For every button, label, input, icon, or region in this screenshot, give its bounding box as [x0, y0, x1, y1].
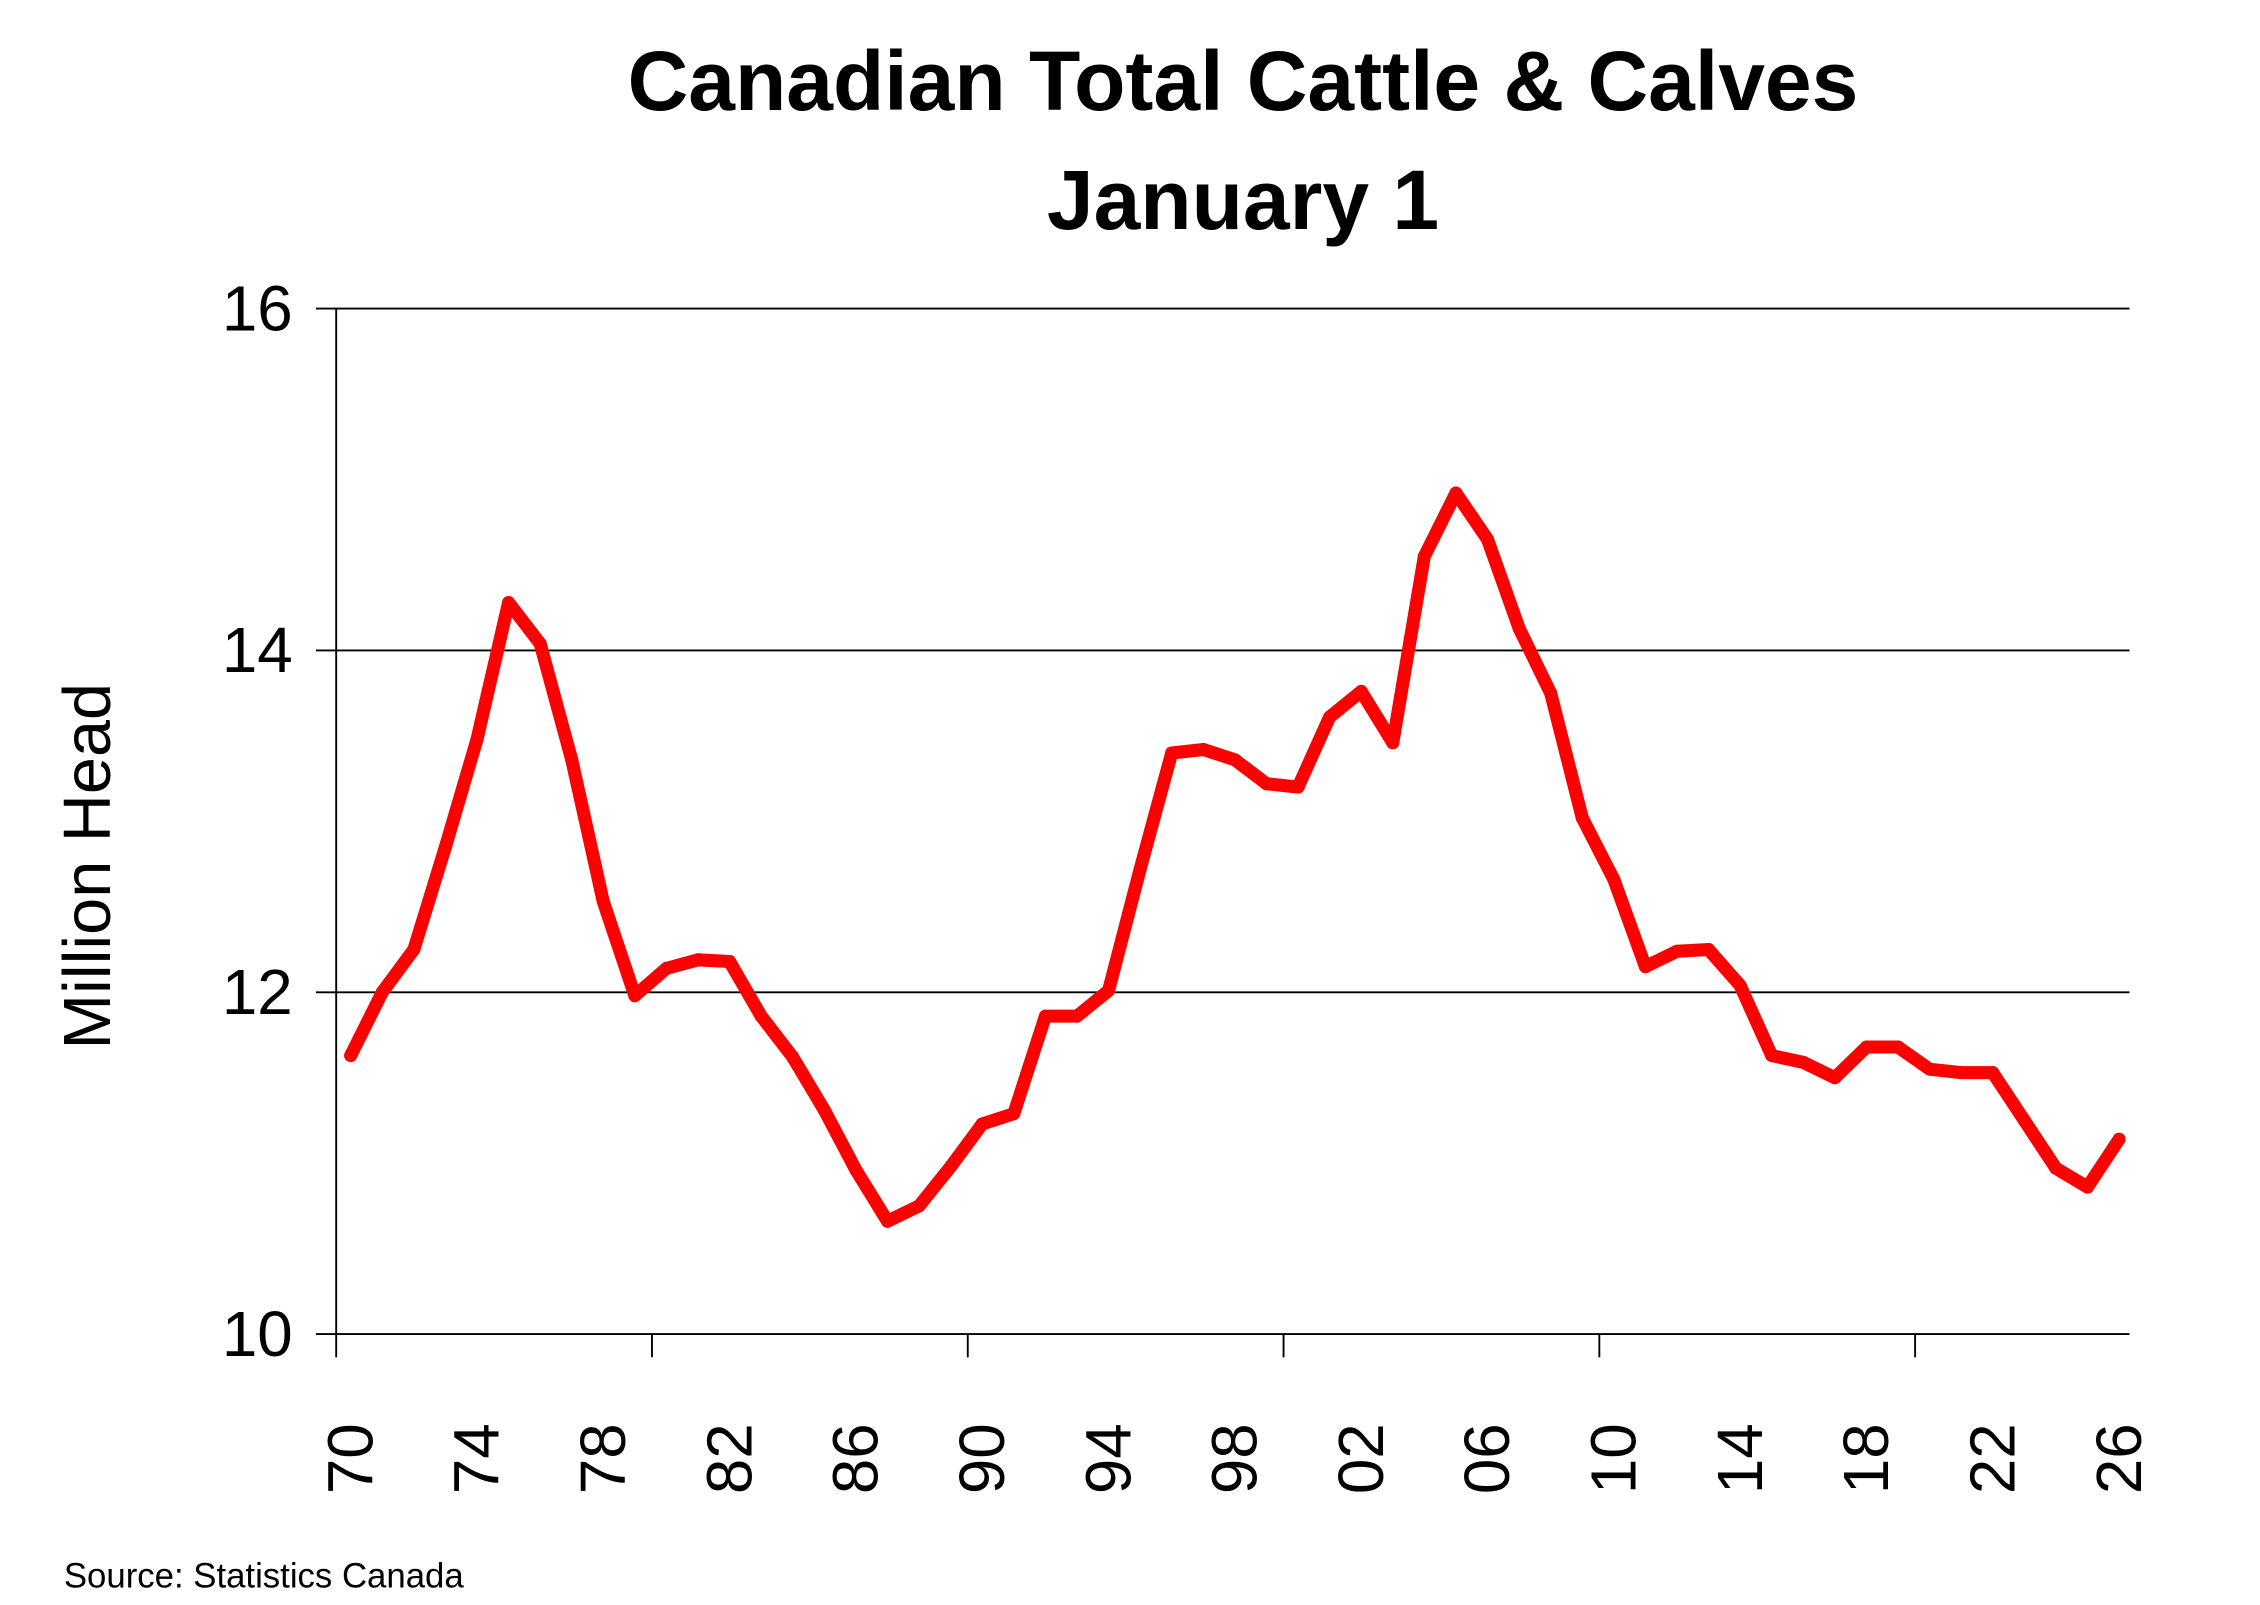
data-point-1982 — [723, 954, 737, 969]
data-point-1996 — [1165, 746, 1179, 760]
x-tick-label: 86 — [820, 1423, 892, 1494]
data-point-1999 — [1259, 777, 1273, 791]
x-tick-label: 98 — [1199, 1423, 1271, 1494]
data-point-2001 — [1323, 710, 1337, 724]
data-point-2021 — [1954, 1066, 1968, 1080]
data-point-2010 — [1607, 872, 1621, 886]
data-point-2022 — [1986, 1066, 2000, 1080]
data-point-1985 — [817, 1103, 831, 1117]
data-point-1980 — [659, 961, 673, 975]
data-point-1979 — [628, 989, 642, 1003]
x-tick-label: 02 — [1325, 1423, 1397, 1494]
x-tick-label: 74 — [441, 1423, 513, 1494]
data-point-1975 — [502, 596, 516, 610]
y-tick-label: 12 — [222, 956, 293, 1028]
y-tick-label: 14 — [222, 614, 293, 686]
data-point-2025 — [2080, 1180, 2095, 1194]
y-tick-label: 10 — [222, 1298, 293, 1370]
y-axis-label: Million Head — [51, 683, 125, 1050]
data-point-2015 — [1765, 1048, 1779, 1063]
x-tick-label: 10 — [1578, 1423, 1650, 1494]
series-line-total-cattle — [344, 486, 2126, 1228]
data-point-2009 — [1575, 811, 1589, 825]
data-point-1993 — [1070, 1009, 1084, 1023]
data-point-1997 — [1196, 743, 1210, 757]
data-point-2011 — [1638, 960, 1652, 974]
data-point-2018 — [1859, 1040, 1873, 1054]
data-point-2007 — [1512, 621, 1526, 635]
data-point-1973 — [438, 840, 452, 854]
data-point-1998 — [1228, 753, 1242, 767]
x-tick-label: 94 — [1072, 1423, 1144, 1494]
y-tick-label: 16 — [222, 272, 293, 344]
x-tick-label: 14 — [1704, 1423, 1776, 1494]
data-point-1977 — [565, 753, 579, 767]
data-point-1990 — [975, 1117, 989, 1131]
data-point-2019 — [1891, 1040, 1905, 1054]
x-tick-label: 18 — [1830, 1423, 1902, 1494]
data-point-1989 — [944, 1160, 958, 1174]
data-point-1984 — [786, 1050, 800, 1064]
data-point-1987 — [880, 1214, 895, 1228]
data-point-1974 — [470, 732, 484, 746]
data-point-2005 — [1449, 486, 1463, 500]
data-point-2012 — [1670, 944, 1684, 958]
data-point-2003 — [1386, 736, 1400, 750]
data-point-2004 — [1417, 549, 1431, 563]
x-tick-label: 06 — [1451, 1423, 1523, 1494]
data-point-1976 — [533, 637, 547, 651]
data-point-1970 — [344, 1048, 358, 1063]
x-tick-label: 78 — [567, 1423, 639, 1494]
data-point-1988 — [912, 1199, 926, 1213]
data-point-2006 — [1480, 532, 1495, 546]
data-point-1971 — [375, 985, 389, 999]
data-point-2017 — [1828, 1071, 1842, 1085]
chart-subtitle: January 1 — [1047, 153, 1439, 247]
data-point-2023 — [2017, 1113, 2031, 1127]
data-point-2024 — [2049, 1161, 2063, 1175]
data-point-1983 — [754, 1009, 768, 1023]
data-point-2002 — [1354, 684, 1368, 698]
x-tick-label: 22 — [1956, 1423, 2028, 1494]
data-point-1994 — [1102, 984, 1116, 998]
chart-title: Canadian Total Cattle & Calves — [628, 34, 1859, 128]
data-point-2013 — [1702, 943, 1716, 957]
data-point-2016 — [1796, 1055, 1810, 1069]
x-tick-label: 70 — [314, 1423, 386, 1494]
data-point-1991 — [1007, 1107, 1021, 1121]
data-point-2014 — [1733, 978, 1747, 992]
source-note: Source: Statistics Canada — [64, 1558, 465, 1596]
data-point-1972 — [407, 943, 421, 957]
data-point-2020 — [1923, 1062, 1937, 1076]
data-point-2008 — [1544, 686, 1558, 700]
data-point-2000 — [1291, 780, 1305, 794]
data-point-1986 — [849, 1163, 863, 1177]
x-tick-label: 82 — [693, 1423, 765, 1494]
data-point-1992 — [1038, 1009, 1052, 1023]
data-point-2026 — [2112, 1132, 2126, 1146]
data-point-1978 — [596, 895, 610, 909]
x-tick-label: 90 — [946, 1423, 1018, 1494]
data-point-1995 — [1133, 862, 1147, 876]
data-point-1981 — [691, 953, 705, 967]
x-tick-label: 26 — [2083, 1423, 2155, 1494]
